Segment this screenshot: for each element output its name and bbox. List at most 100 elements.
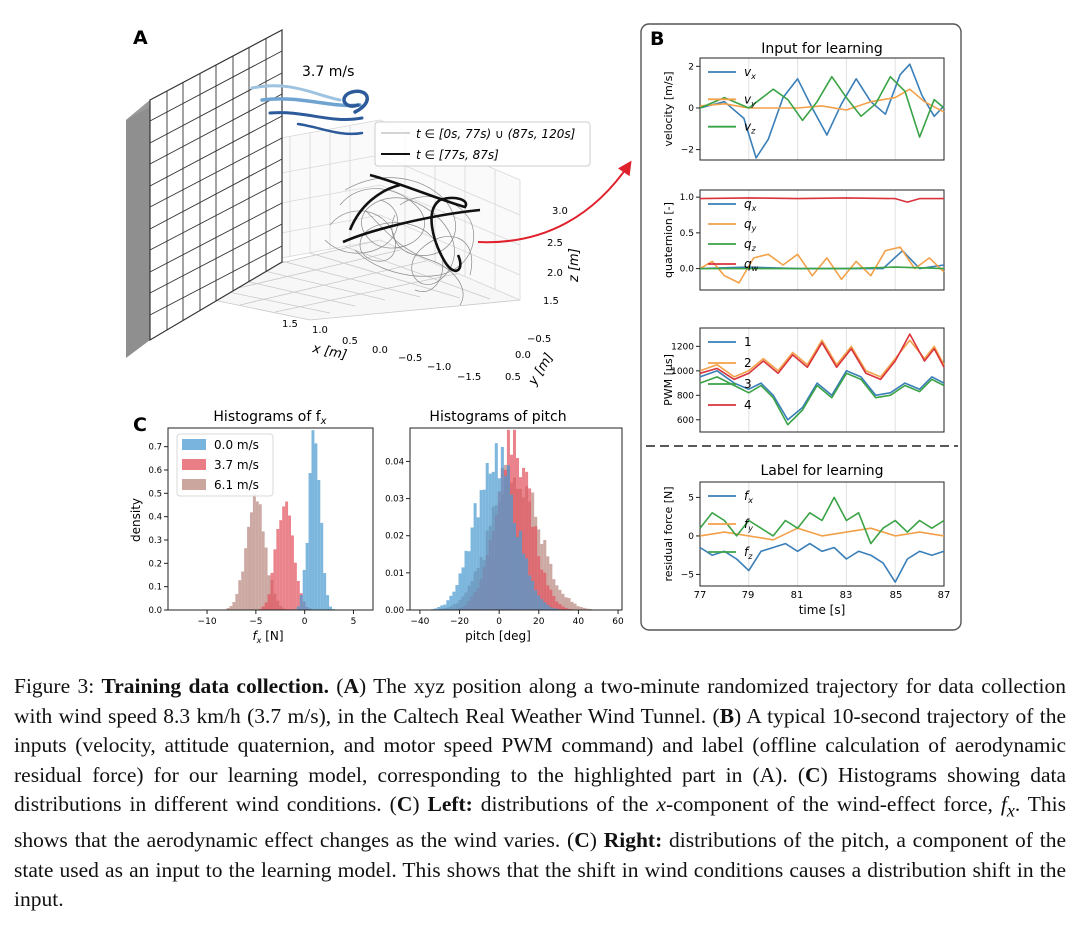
- hist-bar-0: [534, 590, 538, 610]
- hist-bar-0: [446, 600, 450, 610]
- y-tick-label: 0.0: [680, 265, 695, 275]
- paren: (: [712, 703, 720, 728]
- hist-bar-0: [455, 585, 459, 610]
- hist-bar-1: [282, 506, 286, 610]
- hist-bar-2: [573, 603, 577, 610]
- hist-right-xlabel: pitch [deg]: [465, 629, 531, 643]
- panel-a: A: [126, 27, 632, 389]
- z-axis-label: z [m]: [567, 248, 582, 283]
- hist-bar-1: [555, 601, 559, 610]
- figure-caption: Figure 3: Training data collection. (A) …: [14, 672, 1066, 915]
- highlight-arrow: [477, 160, 632, 244]
- paren: ): [820, 762, 828, 787]
- caption-left-label: Left:: [419, 792, 473, 817]
- hist-bar-1: [534, 526, 538, 610]
- time-axis-label: time [s]: [799, 603, 846, 617]
- y-tick-label: 0.04: [385, 457, 404, 467]
- hist-bar-0: [296, 606, 300, 610]
- z-tick: 1.5: [543, 296, 559, 307]
- plot-quaternion: 1.0 0.5 0.0 quaternion [-] qx qy qz qw: [662, 189, 945, 291]
- y-tick-label: 1.0: [680, 193, 695, 203]
- hist-bar-1: [540, 569, 544, 610]
- hist-bar-0: [302, 569, 306, 610]
- paren: (: [567, 828, 575, 853]
- hist-bar-1: [288, 515, 291, 610]
- hist-bar-1: [273, 549, 277, 610]
- y-tick-label: 0.4: [148, 513, 162, 523]
- hist-bar-2: [258, 504, 262, 610]
- x-tick-label: −20: [450, 617, 469, 627]
- y-tick-label: 2: [688, 62, 694, 72]
- y-axis-label: residual force [N]: [662, 486, 675, 581]
- legend-label: vx: [744, 65, 756, 81]
- hist-bar-1: [552, 595, 556, 610]
- x-tick-label: 40: [573, 617, 585, 627]
- series-q_y: [699, 246, 945, 284]
- x-tick-label: 20: [533, 617, 545, 627]
- hist-bar-2: [267, 575, 271, 610]
- y-tick-label: −2: [681, 146, 694, 156]
- panel-ref-b: B: [719, 703, 735, 728]
- y-tick-label: 0.5: [148, 489, 162, 499]
- hist-bar-2: [235, 593, 239, 610]
- hist-bar-1: [270, 572, 274, 610]
- panel-b-border: [640, 23, 962, 631]
- hist-bar-1: [296, 580, 300, 610]
- x-tick: −0.5: [398, 353, 422, 364]
- hist-bar-0: [494, 443, 498, 610]
- hist-bar-1: [558, 604, 562, 610]
- hist-bar-0: [308, 473, 312, 610]
- x-axis-label: x [m]: [310, 341, 348, 363]
- hist-bar-0: [555, 608, 559, 610]
- panel-ref-c: C: [396, 792, 413, 817]
- hist-bar-2: [244, 548, 248, 610]
- hist-bar-0: [488, 473, 492, 610]
- caption-text: distributions of the pitch, a component …: [14, 828, 1066, 912]
- legend-label: fz: [744, 545, 753, 561]
- hist-bar-0: [540, 599, 544, 610]
- legend-swatch-2: [182, 479, 206, 490]
- hist-bar-2: [264, 547, 268, 610]
- paren: (: [336, 674, 344, 698]
- y-tick-label: 0.5: [680, 229, 694, 239]
- time-tick: 81: [791, 590, 804, 601]
- hist-bar-1: [264, 602, 268, 610]
- plot-frame: [699, 57, 945, 161]
- hist-bar-2: [546, 556, 550, 610]
- hist-bar-2: [238, 580, 242, 610]
- hist-right-title: Histograms of pitch: [429, 409, 566, 425]
- caption-text: -component of the wind-effect force,: [665, 792, 1001, 817]
- x-tick-label: −10: [198, 617, 217, 627]
- hist-left-ylabel: density: [129, 498, 143, 542]
- hist-bar-1: [267, 594, 271, 610]
- floor-grid: [164, 239, 521, 321]
- legend-label: fy: [744, 517, 753, 533]
- hist-bar-0: [470, 527, 474, 610]
- hist-bar-2: [232, 602, 236, 610]
- hist-bar-0: [449, 595, 453, 610]
- panel-c-legend: 0.0 m/s 3.7 m/s 6.1 m/s: [176, 433, 274, 497]
- x-tick-label: −40: [410, 617, 429, 627]
- y-tick-label: 0.7: [148, 443, 162, 453]
- x-tick: 0.0: [372, 345, 388, 356]
- hist-bar-0: [311, 430, 315, 610]
- wind-speed-label: 3.7 m/s: [302, 64, 354, 80]
- hist-frame: [167, 427, 374, 611]
- hist-bar-1: [528, 488, 532, 610]
- series-v_y: [699, 88, 945, 113]
- hist-bar-0: [323, 573, 327, 610]
- hist-bar-1: [549, 589, 553, 610]
- y-tick-label: 1200: [671, 342, 694, 352]
- x-tick-label: −5: [249, 617, 262, 627]
- hist-bar-0: [528, 575, 532, 610]
- x-tick: −1.5: [457, 372, 481, 383]
- hist-bar-1: [516, 457, 520, 610]
- time-tick: 79: [742, 590, 755, 601]
- z-tick: 3.0: [552, 206, 568, 217]
- hist-bar-1: [546, 585, 550, 610]
- caption-right-label: Right:: [596, 828, 663, 853]
- trajectory-highlight: [342, 173, 481, 273]
- hist-bar-1: [276, 528, 280, 610]
- y-tick-label: 0.0: [148, 606, 162, 616]
- y-tick-label: 0.2: [148, 559, 162, 569]
